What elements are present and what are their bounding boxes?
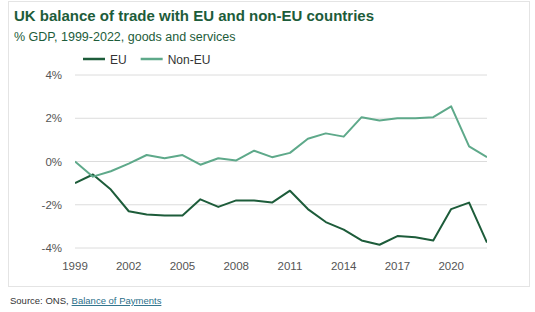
subtitle: % GDP, 1999-2022, goods and services [14, 30, 235, 44]
x-tick-label: 2017 [385, 260, 411, 272]
legend-label: Non-EU [168, 53, 211, 67]
plot-area [75, 106, 487, 244]
y-tick-label: -4% [42, 242, 62, 254]
grid-line [75, 161, 487, 162]
y-tick-label: 4% [45, 69, 62, 81]
chart-frame [9, 2, 530, 287]
series-line [75, 174, 487, 244]
x-tick-label: 2005 [170, 260, 196, 272]
series-line [75, 106, 487, 176]
grid-line [75, 75, 487, 76]
legend-swatch [141, 58, 163, 61]
y-tick-label: 0% [45, 156, 62, 168]
source-link[interactable]: Balance of Payments [72, 295, 162, 306]
y-tick-label: 2% [45, 112, 62, 124]
legend-label: EU [110, 53, 127, 67]
title: UK balance of trade with EU and non-EU c… [14, 7, 374, 24]
y-tick-label: -2% [42, 199, 62, 211]
x-tick-label: 2020 [438, 260, 464, 272]
x-tick-label: 2002 [116, 260, 142, 272]
x-tick-label: 2011 [278, 260, 303, 272]
source: Source: ONS, [10, 295, 69, 306]
x-tick-label: 2014 [331, 260, 357, 272]
x-tick-label: 2008 [223, 260, 249, 272]
x-tick-label: 1999 [62, 260, 88, 272]
grid-line [75, 204, 487, 205]
grid-line [75, 248, 487, 249]
legend-swatch [83, 58, 105, 61]
chart: UK balance of trade with EU and non-EU c… [0, 0, 535, 312]
